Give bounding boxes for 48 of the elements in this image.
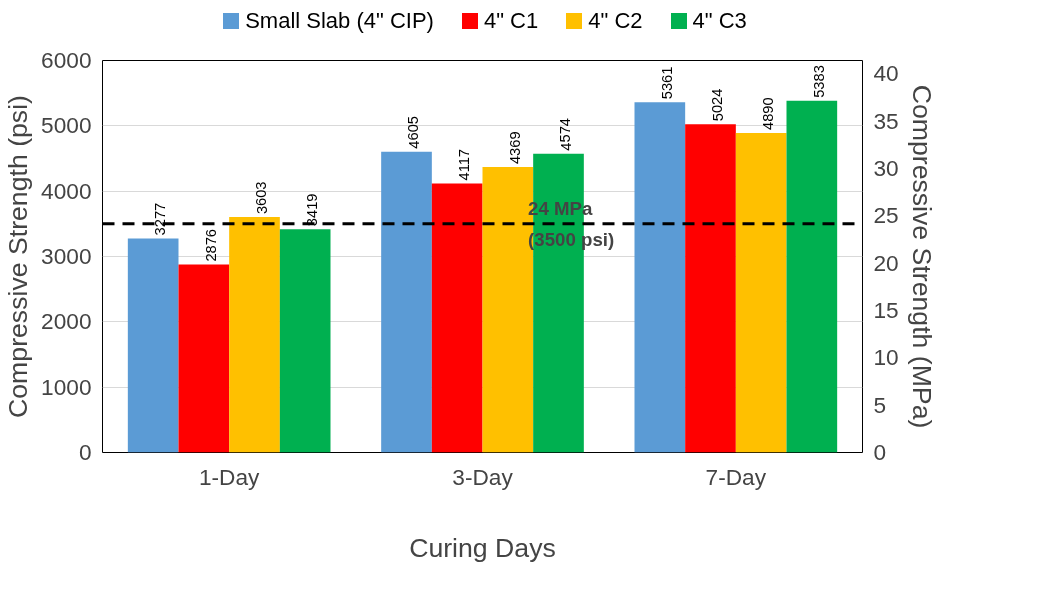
data-label: 2876 (202, 228, 219, 262)
data-label: 4574 (557, 118, 574, 151)
bar (178, 264, 230, 453)
y2-tick-label: 40 (873, 60, 899, 87)
data-label: 3419 (304, 193, 321, 227)
y2-tick-label: 25 (873, 202, 899, 229)
bar (431, 183, 483, 453)
y-tick-label: 2000 (41, 308, 92, 335)
x-axis-title: Curing Days (409, 532, 556, 563)
y2-tick-label: 15 (873, 296, 899, 323)
y-axis-title: Compressive Strength (psi) (3, 95, 34, 418)
legend-label: Small Slab (4" CIP) (245, 7, 434, 35)
data-label: 5024 (709, 88, 726, 122)
bar (381, 151, 432, 453)
y-tick-label: 6000 (41, 47, 92, 73)
y2-tick-label: 10 (873, 344, 899, 371)
bar (229, 217, 280, 453)
data-label: 3603 (253, 181, 270, 215)
x-tick-label: 1-Day (198, 463, 261, 490)
y-tick-label: 1000 (41, 373, 92, 400)
y-tick-label: 3000 (41, 243, 92, 269)
data-label: 4890 (760, 97, 777, 131)
data-label: 4605 (405, 116, 422, 149)
legend-label: 4" C3 (692, 7, 747, 35)
y2-tick-label: 5 (873, 391, 887, 418)
y2-tick-label: 30 (873, 154, 899, 181)
legend-label: 4" C1 (483, 7, 539, 35)
bar (685, 124, 736, 453)
y2-axis-title: Compressive Strength (MPa) (906, 84, 937, 429)
data-label: 3277 (152, 202, 169, 236)
bar (279, 229, 331, 453)
bar (786, 100, 838, 453)
x-tick-label: 3-Day (452, 463, 514, 490)
y2-tick-label: 20 (873, 249, 899, 276)
bar (127, 238, 179, 453)
x-tick-label: 7-Day (705, 463, 767, 490)
data-label: 4117 (456, 148, 473, 181)
y2-tick-label: 35 (873, 107, 899, 134)
data-label: 4369 (506, 131, 523, 165)
bar (634, 102, 686, 453)
y2-tick-label: 0 (873, 439, 887, 465)
y-tick-label: 4000 (41, 177, 92, 204)
legend-label: 4" C2 (588, 7, 643, 35)
bar (735, 133, 787, 453)
y-tick-label: 5000 (41, 112, 92, 139)
data-label: 5383 (810, 65, 827, 98)
data-label: 5361 (658, 66, 675, 100)
y-tick-label: 0 (78, 439, 92, 465)
